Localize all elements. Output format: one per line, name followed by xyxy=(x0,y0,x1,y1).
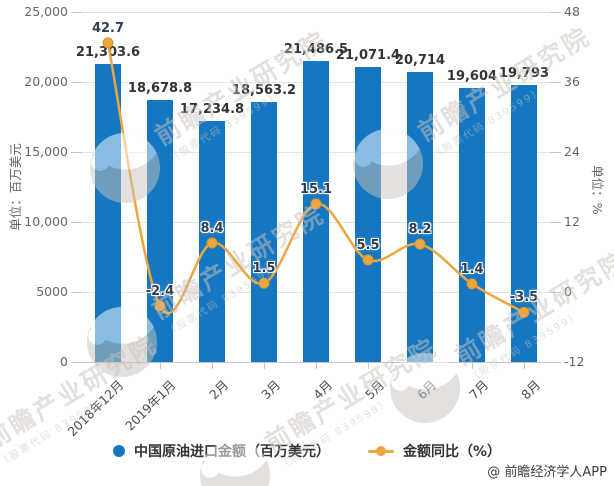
x-axis-tick xyxy=(524,362,525,369)
y-axis-right-tick-label: 48 xyxy=(564,4,580,19)
line-value-label: 15.1 xyxy=(299,181,333,197)
bar-value-label: 18,678.8 xyxy=(127,81,193,97)
legend: 中国原油进口金额（百万美元） 金额同比（%） xyxy=(0,441,614,461)
y-axis-right-tick-label: -12 xyxy=(564,354,585,369)
bar-value-label: 21,303.6 xyxy=(75,44,141,60)
y-axis-right-tick xyxy=(550,82,561,83)
bar-series-marker-icon xyxy=(112,445,125,457)
y-axis-tick-label: 0 xyxy=(60,354,68,369)
y-axis-right-tick-label: 24 xyxy=(564,144,580,159)
x-axis-line xyxy=(82,362,556,363)
line-value-label: 1.5 xyxy=(252,261,276,277)
bar-value-label: 19,793 xyxy=(498,65,550,81)
line-value-label: 1.4 xyxy=(460,261,484,277)
y-axis-tick xyxy=(71,82,82,83)
line-value-label: 8.2 xyxy=(408,222,432,238)
y-axis-right-tick xyxy=(550,292,561,293)
y-axis-tick xyxy=(71,152,82,153)
x-axis-tick xyxy=(316,362,317,369)
line-value-label: 5.5 xyxy=(356,237,380,253)
bar-value-label: 17,234.8 xyxy=(179,101,245,117)
bar-value-label: 18,563.2 xyxy=(231,83,297,99)
line-point[interactable] xyxy=(206,237,218,249)
line-value-label: -2.4 xyxy=(145,284,175,299)
y-axis-right-tick-label: 36 xyxy=(564,74,580,89)
y-axis-tick-label: 25,000 xyxy=(24,4,68,19)
line-series-marker-icon xyxy=(367,445,394,457)
y-axis-right-tick xyxy=(550,222,561,223)
y-axis-tick-label: 20,000 xyxy=(24,74,68,89)
gridline xyxy=(82,12,550,13)
y-axis-tick xyxy=(71,222,82,223)
y-axis-right-tick xyxy=(550,362,561,363)
source-credit: @ 前瞻经济学人APP xyxy=(487,465,607,480)
bar-value-label: 19,604 xyxy=(446,68,498,84)
line-point[interactable] xyxy=(310,198,322,210)
y-axis-tick xyxy=(71,12,82,13)
line-value-label: 42.7 xyxy=(91,20,125,36)
y-axis-right-tick xyxy=(550,12,561,13)
y-axis-tick-label: 5000 xyxy=(36,284,68,299)
legend-label-yoy: 金额同比（%） xyxy=(402,444,502,460)
y-axis-right-tick xyxy=(550,152,561,153)
line-point[interactable] xyxy=(258,277,270,289)
bar[interactable] xyxy=(459,87,485,362)
x-axis-tick xyxy=(264,362,265,369)
y-axis-tick-label: 10,000 xyxy=(24,214,68,229)
x-axis-tick xyxy=(368,362,369,369)
y-axis-tick-label: 15,000 xyxy=(24,144,68,159)
line-point[interactable] xyxy=(414,238,426,250)
y-axis-tick xyxy=(71,292,82,293)
line-point[interactable] xyxy=(102,37,114,49)
line-point[interactable] xyxy=(362,254,374,266)
line-value-label: -3.5 xyxy=(509,290,539,306)
x-axis-tick xyxy=(212,362,213,369)
line-point[interactable] xyxy=(466,278,478,290)
bar-value-label: 20,714 xyxy=(394,53,446,68)
line-point[interactable] xyxy=(518,306,530,318)
bar-value-label: 21,071.4 xyxy=(335,48,401,63)
line-value-label: 8.4 xyxy=(200,221,224,236)
bar-value-label: 21,486.5 xyxy=(283,42,349,58)
legend-item-yoy[interactable]: 金额同比（%） xyxy=(367,441,502,461)
legend-item-import-amount[interactable]: 中国原油进口金额（百万美元） xyxy=(112,441,330,461)
y-axis-right-tick-label: 0 xyxy=(564,284,572,299)
legend-label-import-amount: 中国原油进口金额（百万美元） xyxy=(133,444,330,460)
y-axis-right-tick-label: 12 xyxy=(564,214,580,229)
bar[interactable] xyxy=(251,102,277,362)
line-marker-dot xyxy=(375,446,386,456)
